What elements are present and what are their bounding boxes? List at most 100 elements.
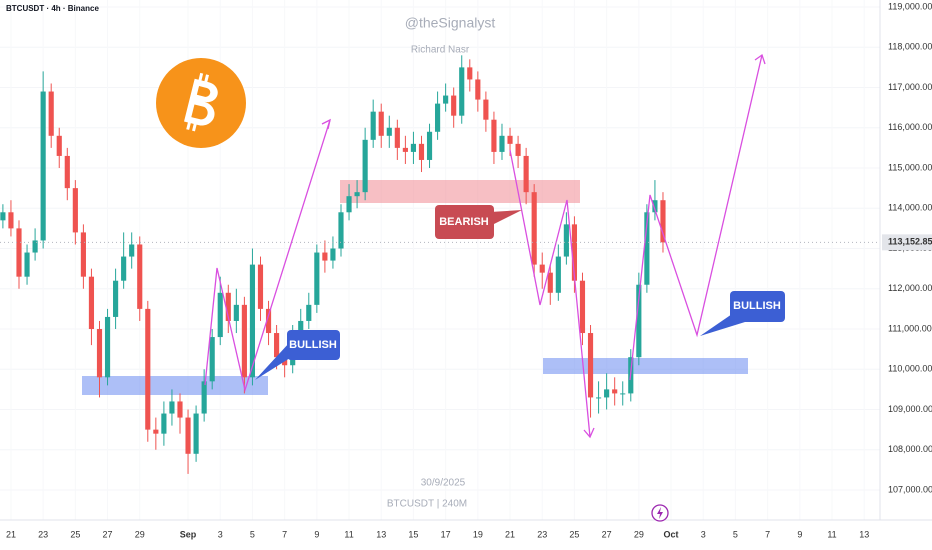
candle-body bbox=[451, 95, 457, 116]
event-icon-bolt bbox=[657, 507, 663, 519]
candle-body bbox=[32, 240, 38, 253]
candle-body bbox=[418, 143, 425, 160]
x-tick-label: 9 bbox=[797, 529, 802, 539]
x-tick-label: 21 bbox=[6, 529, 16, 539]
candle-body bbox=[169, 401, 175, 414]
x-tick-label: 5 bbox=[250, 529, 255, 539]
candle-body bbox=[330, 248, 336, 261]
last-price-label: 113,152.85 bbox=[888, 237, 932, 247]
y-tick-label: 118,000.00 bbox=[888, 42, 932, 52]
arrow-head bbox=[754, 53, 766, 65]
x-tick-label: 23 bbox=[537, 529, 547, 539]
candle-body bbox=[338, 212, 344, 249]
candle-body bbox=[72, 188, 78, 233]
candle-body bbox=[56, 135, 62, 156]
candle-body bbox=[185, 417, 191, 454]
candle-body bbox=[636, 284, 642, 358]
candle-body bbox=[587, 333, 594, 398]
candle-body bbox=[346, 196, 352, 213]
candle-body bbox=[491, 119, 497, 152]
candle-body bbox=[121, 256, 127, 281]
candle-body bbox=[402, 147, 408, 152]
x-tick-label: 3 bbox=[701, 529, 706, 539]
candle-body bbox=[354, 192, 360, 197]
candle-body bbox=[515, 143, 521, 156]
candle-body bbox=[362, 139, 368, 193]
y-tick-label: 107,000.00 bbox=[888, 484, 932, 494]
x-tick-label: 19 bbox=[473, 529, 483, 539]
last-price-tag bbox=[882, 234, 932, 251]
x-tick-label: 5 bbox=[733, 529, 738, 539]
resistance-zone bbox=[340, 180, 580, 203]
projection-path bbox=[629, 54, 763, 381]
x-tick-label: 25 bbox=[70, 529, 80, 539]
y-tick-label: 116,000.00 bbox=[888, 122, 932, 132]
x-tick-label: 9 bbox=[314, 529, 319, 539]
candle-body bbox=[644, 212, 650, 285]
candle-body bbox=[40, 91, 46, 241]
x-tick-label: 15 bbox=[408, 529, 418, 539]
candle-body bbox=[80, 232, 86, 277]
candle-body bbox=[386, 127, 392, 136]
candle-body bbox=[499, 135, 505, 152]
projection-path bbox=[204, 119, 331, 393]
bitcoin-symbol bbox=[184, 72, 218, 132]
support-zone bbox=[82, 376, 268, 395]
y-tick-label: 111,000.00 bbox=[888, 323, 932, 333]
candle-body bbox=[209, 337, 215, 382]
x-tick-label: Sep bbox=[180, 529, 197, 539]
x-tick-label: 29 bbox=[135, 529, 145, 539]
x-tick-label: 7 bbox=[765, 529, 770, 539]
chart-title: BTCUSDT · 4h · Binance bbox=[6, 4, 99, 13]
x-tick-label: 11 bbox=[344, 529, 353, 539]
candle-body bbox=[596, 397, 602, 399]
candle-body bbox=[201, 381, 207, 414]
candle-body bbox=[620, 393, 626, 395]
projection-paths bbox=[204, 53, 766, 439]
x-tick-label: 13 bbox=[376, 529, 386, 539]
watermark-handle: @theSignalyst bbox=[405, 15, 496, 31]
x-tick-label: 27 bbox=[103, 529, 113, 539]
callout-pointer bbox=[490, 210, 522, 226]
candle-body bbox=[652, 200, 658, 213]
candle-body bbox=[96, 329, 103, 378]
arrow-head bbox=[583, 427, 595, 439]
y-tick-label: 112,000.00 bbox=[888, 283, 932, 293]
candle-body bbox=[274, 333, 280, 358]
callout-label: BEARISH bbox=[439, 216, 489, 228]
candle-body bbox=[563, 224, 569, 257]
y-tick-label: 110,000.00 bbox=[888, 364, 932, 374]
candle-body bbox=[16, 228, 22, 277]
candle-body bbox=[410, 143, 417, 152]
x-tick-label: 13 bbox=[859, 529, 869, 539]
x-tick-label: 27 bbox=[602, 529, 612, 539]
watermark-date: 30/9/2025 bbox=[421, 478, 466, 489]
x-tick-label: 23 bbox=[38, 529, 48, 539]
candle-body bbox=[426, 131, 433, 160]
x-tick-label: 21 bbox=[505, 529, 515, 539]
y-tick-label: 115,000.00 bbox=[888, 162, 932, 172]
candle-body bbox=[507, 135, 513, 144]
candle-body bbox=[88, 276, 95, 330]
candle-body bbox=[193, 413, 199, 454]
x-tick-label: 25 bbox=[569, 529, 579, 539]
axes: 107,000.00 108,000.00 109,000.00 110,000.00… bbox=[0, 1, 932, 539]
candle-body bbox=[265, 308, 272, 334]
candle-body bbox=[48, 91, 54, 136]
candle-body bbox=[129, 244, 135, 257]
callout bbox=[730, 291, 785, 322]
arrow-head bbox=[321, 118, 331, 130]
y-tick-label: 109,000.00 bbox=[888, 404, 932, 414]
candle-body bbox=[257, 264, 264, 309]
candle-body bbox=[306, 304, 312, 321]
callout-label: BULLISH bbox=[733, 300, 781, 312]
candle-body bbox=[539, 264, 545, 273]
callout bbox=[435, 205, 494, 239]
y-tick-label: 119,000.00 bbox=[888, 1, 932, 11]
callout-label: BULLISH bbox=[289, 339, 337, 351]
candle-body bbox=[531, 192, 537, 265]
candle-body bbox=[322, 252, 328, 261]
x-tick-label: 29 bbox=[634, 529, 644, 539]
